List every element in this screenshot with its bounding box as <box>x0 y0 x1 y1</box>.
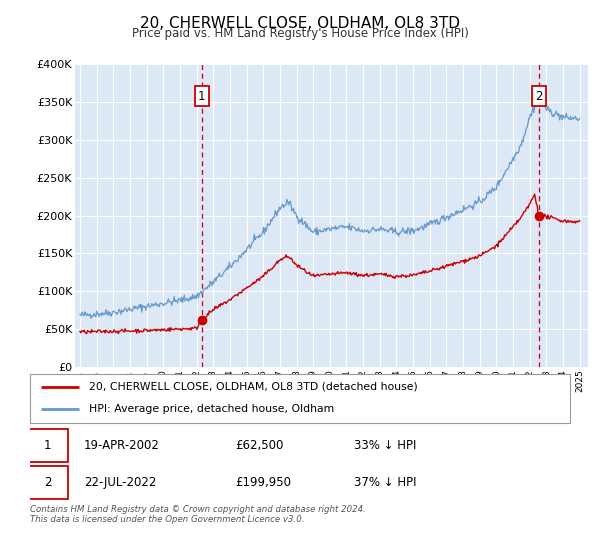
Text: 20, CHERWELL CLOSE, OLDHAM, OL8 3TD (detached house): 20, CHERWELL CLOSE, OLDHAM, OL8 3TD (det… <box>89 382 418 392</box>
FancyBboxPatch shape <box>30 374 570 423</box>
Text: £199,950: £199,950 <box>235 476 291 489</box>
Text: 37% ↓ HPI: 37% ↓ HPI <box>354 476 416 489</box>
FancyBboxPatch shape <box>28 430 68 462</box>
Text: 1: 1 <box>44 439 52 452</box>
Text: 19-APR-2002: 19-APR-2002 <box>84 439 160 452</box>
Text: £62,500: £62,500 <box>235 439 284 452</box>
Text: This data is licensed under the Open Government Licence v3.0.: This data is licensed under the Open Gov… <box>30 515 305 524</box>
Text: 2: 2 <box>44 476 52 489</box>
Text: Price paid vs. HM Land Registry's House Price Index (HPI): Price paid vs. HM Land Registry's House … <box>131 27 469 40</box>
Text: HPI: Average price, detached house, Oldham: HPI: Average price, detached house, Oldh… <box>89 404 335 414</box>
Text: 33% ↓ HPI: 33% ↓ HPI <box>354 439 416 452</box>
Text: Contains HM Land Registry data © Crown copyright and database right 2024.: Contains HM Land Registry data © Crown c… <box>30 505 366 514</box>
Text: 20, CHERWELL CLOSE, OLDHAM, OL8 3TD: 20, CHERWELL CLOSE, OLDHAM, OL8 3TD <box>140 16 460 31</box>
Text: 1: 1 <box>198 90 205 102</box>
Text: 2: 2 <box>535 90 542 102</box>
FancyBboxPatch shape <box>28 466 68 499</box>
Text: 22-JUL-2022: 22-JUL-2022 <box>84 476 157 489</box>
